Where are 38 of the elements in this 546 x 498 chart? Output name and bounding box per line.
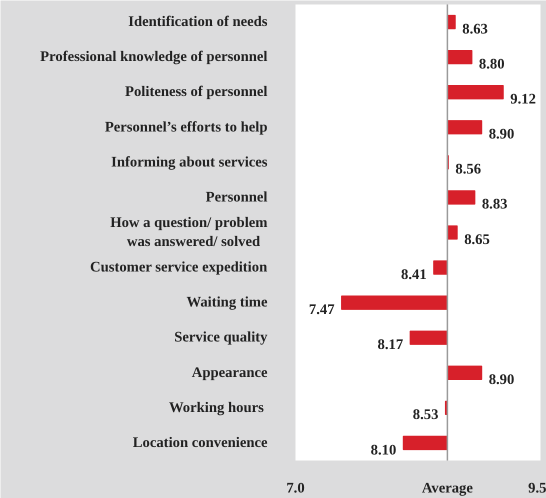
data-label: 8.17 xyxy=(378,337,404,354)
data-label: 8.53 xyxy=(412,407,438,424)
data-label: 8.56 xyxy=(455,162,482,178)
y-tick-label: How a question/ problem was answered/ solved xyxy=(110,214,268,250)
data-label: 8.90 xyxy=(488,126,514,143)
bar xyxy=(410,330,448,345)
bar xyxy=(446,50,472,64)
data-label: 9.12 xyxy=(510,92,536,108)
y-tick-label: Personnel’s efforts to help xyxy=(104,119,268,136)
bar xyxy=(446,190,476,205)
data-label: 8.90 xyxy=(488,372,514,388)
y-tick-label: Service quality xyxy=(174,330,268,346)
bar xyxy=(341,295,448,310)
y-tick-label: Politeness of personnel xyxy=(125,84,268,100)
x-tick-label: 7.0 xyxy=(286,480,305,496)
y-tick-label: Waiting time xyxy=(186,294,268,311)
y-tick-label: Identification of needs xyxy=(128,14,268,30)
x-tick-label: 9.5 xyxy=(528,480,546,496)
data-label: 8.10 xyxy=(370,442,396,458)
data-label: 8.83 xyxy=(482,196,508,213)
data-label: 7.47 xyxy=(308,302,335,318)
y-tick-label: Personnel xyxy=(206,189,268,206)
y-tick-label: Appearance xyxy=(192,364,268,381)
y-tick-label: Professional knowledge of personnel xyxy=(40,49,268,66)
y-tick-label: Location convenience xyxy=(132,434,268,451)
y-tick-label: Informing about services xyxy=(111,154,268,170)
y-tick-label: Customer service expedition xyxy=(90,260,268,276)
data-label: 8.63 xyxy=(462,21,488,38)
data-label: 8.41 xyxy=(401,266,427,283)
data-label: 8.65 xyxy=(464,232,490,248)
bar xyxy=(433,260,448,275)
x-tick-label: Average xyxy=(422,480,474,496)
y-tick-label: Working hours xyxy=(168,400,264,416)
bar xyxy=(402,436,448,450)
bar xyxy=(446,85,504,100)
data-label: 8.80 xyxy=(478,56,505,72)
bar xyxy=(446,366,482,380)
bar xyxy=(446,120,482,134)
